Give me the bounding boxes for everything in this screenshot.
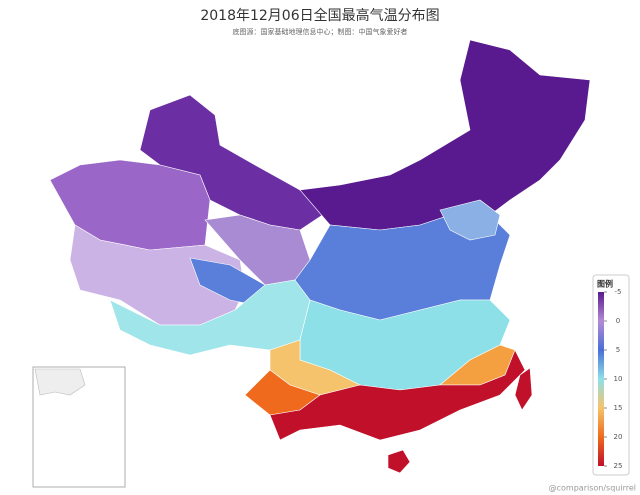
title: 2018年12月06日全国最高气温分布图 — [200, 7, 439, 24]
region — [387, 449, 411, 474]
watermark: @comparison/squirrel — [549, 484, 636, 493]
legend-tick-label: 10 — [614, 375, 623, 383]
region — [514, 367, 533, 411]
legend-gradient — [598, 292, 604, 466]
legend-tick-label: 0 — [616, 317, 620, 325]
legend-tick-label: 15 — [614, 404, 623, 412]
subtitle: 底图源：国家基础地理信息中心；制图：中国气象爱好者 — [233, 27, 408, 36]
legend-title: 图例 — [597, 279, 613, 289]
region — [439, 199, 501, 241]
region — [269, 349, 526, 441]
legend-tick-label: 20 — [614, 433, 623, 441]
region — [299, 39, 591, 231]
legend-tick-label: 25 — [614, 462, 623, 470]
legend-tick-label: -5 — [615, 288, 622, 296]
inset-land — [34, 368, 86, 396]
map — [32, 39, 591, 488]
legend: 图例 — [592, 274, 630, 476]
legend-tick-label: 5 — [616, 346, 620, 354]
